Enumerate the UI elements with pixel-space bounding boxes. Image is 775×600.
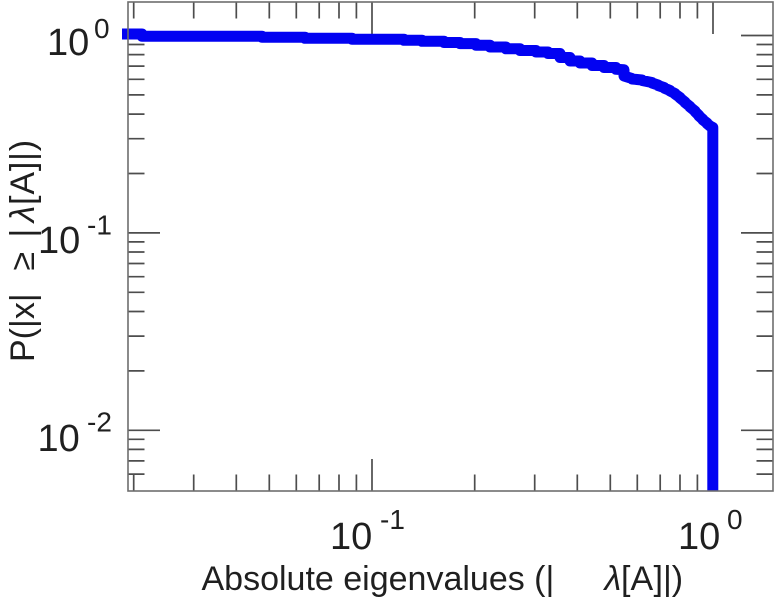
svg-text:10: 10 xyxy=(330,516,372,558)
svg-text:0: 0 xyxy=(727,504,743,535)
svg-text:P(|x|: P(|x| xyxy=(4,293,42,362)
svg-text:[A: [A xyxy=(621,560,653,598)
svg-text:-1: -1 xyxy=(87,210,112,241)
svg-text:λ[A]|): λ[A]|) xyxy=(4,139,42,224)
svg-text:10: 10 xyxy=(678,516,720,558)
svg-text:≥: ≥ xyxy=(4,252,42,271)
svg-text:Absolute eigenvalues (|: Absolute eigenvalues (| xyxy=(202,560,555,598)
svg-text:-1: -1 xyxy=(380,504,405,535)
svg-text:10: 10 xyxy=(38,418,80,460)
svg-text:|: | xyxy=(4,229,42,238)
svg-text:-2: -2 xyxy=(87,407,112,438)
svg-text:λ: λ xyxy=(603,560,622,598)
svg-text:0: 0 xyxy=(94,13,110,44)
svg-text:10: 10 xyxy=(47,22,89,64)
svg-text:10: 10 xyxy=(38,220,80,262)
svg-text:]|): ]|) xyxy=(654,560,684,598)
